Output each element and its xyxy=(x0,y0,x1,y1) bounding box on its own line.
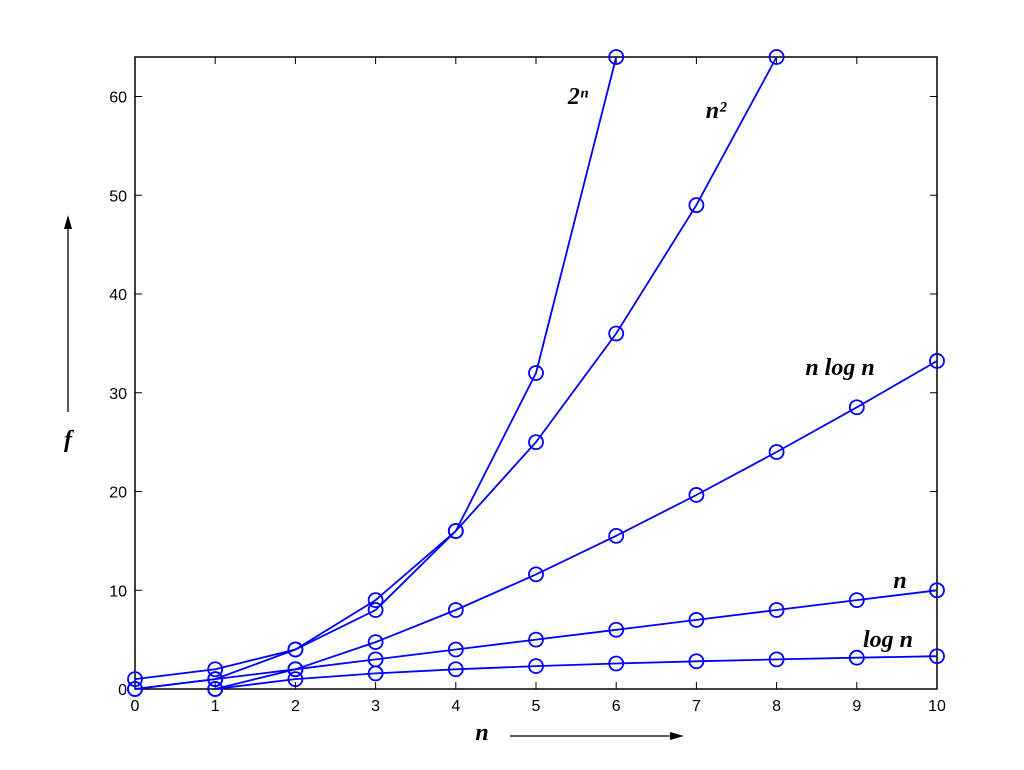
marker xyxy=(528,365,544,381)
y-arrow-head xyxy=(64,215,72,229)
x-tick-label: 10 xyxy=(928,698,946,715)
series-label: n xyxy=(893,568,906,594)
series-line xyxy=(134,56,778,690)
marker xyxy=(768,444,785,460)
y-tick-label: 50 xyxy=(109,188,127,205)
marker xyxy=(848,649,865,666)
marker xyxy=(688,611,705,628)
y-tick-label: 0 xyxy=(118,682,127,699)
marker xyxy=(608,655,625,672)
marker xyxy=(528,566,544,583)
x-tick-label: 0 xyxy=(131,698,140,715)
x-tick-label: 7 xyxy=(692,698,701,715)
marker xyxy=(127,671,143,688)
series-line xyxy=(134,56,618,680)
marker xyxy=(367,592,384,609)
marker xyxy=(528,631,544,648)
x-tick-label: 5 xyxy=(532,698,541,715)
marker xyxy=(447,661,464,678)
marker xyxy=(207,661,224,678)
x-tick-label: 1 xyxy=(211,698,220,715)
marker xyxy=(367,665,384,682)
marker xyxy=(608,325,625,342)
x-tick-label: 8 xyxy=(772,698,781,715)
marker xyxy=(287,661,304,678)
marker xyxy=(848,592,865,609)
marker xyxy=(768,651,785,668)
marker xyxy=(447,602,464,618)
marker xyxy=(688,197,705,214)
series-line xyxy=(214,360,938,690)
marker xyxy=(287,641,304,658)
marker xyxy=(608,49,625,65)
marker xyxy=(367,634,384,650)
marker xyxy=(608,527,625,544)
x-tick-label: 3 xyxy=(371,698,380,715)
y-tick-label: 60 xyxy=(109,90,127,107)
x-tick-label: 2 xyxy=(291,698,300,715)
x-axis-label: n xyxy=(475,720,488,746)
series-line xyxy=(134,589,938,690)
marker xyxy=(768,602,785,618)
y-tick-label: 20 xyxy=(109,485,127,502)
marker xyxy=(528,658,544,674)
series-label: 2ⁿ xyxy=(567,84,589,110)
marker xyxy=(207,681,224,697)
marker xyxy=(929,353,945,369)
y-axis-label: f xyxy=(64,427,74,453)
marker xyxy=(768,49,785,65)
marker xyxy=(608,621,625,638)
y-tick-label: 10 xyxy=(109,583,127,600)
marker xyxy=(848,399,865,416)
marker xyxy=(929,648,945,665)
marker xyxy=(528,434,544,451)
x-arrow-head xyxy=(670,732,684,740)
marker xyxy=(127,681,143,697)
marker xyxy=(447,523,464,539)
series-line xyxy=(215,655,938,690)
marker xyxy=(929,582,945,599)
y-tick-label: 30 xyxy=(109,386,127,403)
marker xyxy=(688,487,705,503)
x-tick-label: 6 xyxy=(612,698,621,715)
marker xyxy=(688,653,705,670)
series-label: n log n xyxy=(805,355,874,381)
x-tick-label: 4 xyxy=(451,698,460,715)
marker xyxy=(287,671,304,688)
series-label: n² xyxy=(706,98,727,124)
x-tick-label: 9 xyxy=(852,698,861,715)
marker xyxy=(447,641,464,658)
marker xyxy=(367,602,384,618)
marker xyxy=(207,671,224,688)
y-tick-label: 40 xyxy=(109,287,127,304)
series-label: log n xyxy=(863,627,913,653)
